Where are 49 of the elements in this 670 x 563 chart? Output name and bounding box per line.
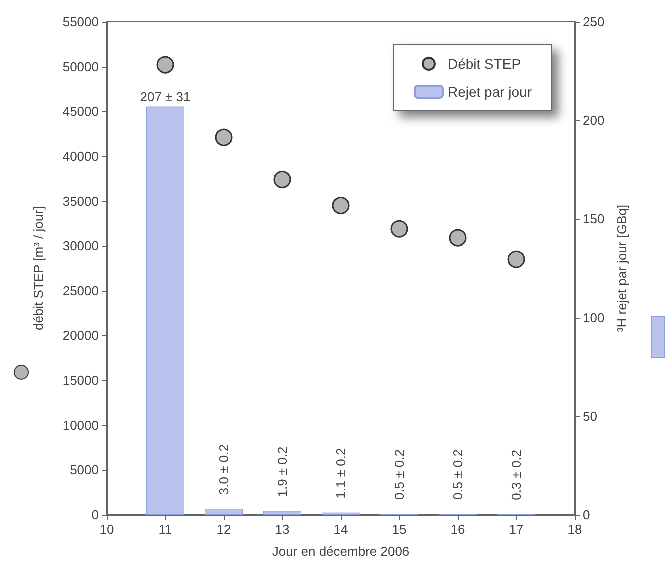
y-tick-label: 35000 [62, 194, 99, 209]
x-tick-label: 11 [158, 522, 172, 537]
x-tick-label: 14 [334, 522, 348, 537]
x-tick-label: 12 [216, 522, 232, 537]
data-label: 0.5 ± 0.2 [450, 450, 466, 500]
y-tick-label: 10000 [62, 418, 99, 433]
data-label: 1.1 ± 0.2 [334, 448, 348, 499]
data-label: 3.0 ± 0.2 [216, 444, 232, 496]
y2-axis-title: ³H rejet par jour [GBq] [614, 204, 630, 332]
point [156, 56, 174, 74]
point [274, 171, 292, 189]
point [390, 220, 408, 238]
y-tick-label: 40000 [62, 148, 99, 164]
y2-tick-label: 50 [583, 408, 598, 424]
y-tick-label: 55000 [62, 14, 99, 30]
legend-label: Débit STEP [448, 56, 522, 72]
data-label: 0.3 ± 0.2 [509, 450, 524, 500]
point [508, 250, 526, 268]
y-tick-label: 25000 [62, 283, 99, 298]
y2-tick-label: 250 [583, 14, 605, 30]
y-tick-label: 15000 [62, 373, 99, 388]
bar [204, 509, 244, 515]
x-tick-label: 18 [568, 522, 582, 537]
y-tick-label: 30000 [62, 238, 99, 254]
data-label: 207 ± 31 [140, 89, 191, 104]
y2-tick-label: 0 [583, 508, 590, 522]
point [332, 197, 350, 214]
y-tick-label: 50000 [62, 59, 99, 74]
y-tick-label: 45000 [62, 104, 99, 120]
data-label: 0.5 ± 0.2 [392, 450, 407, 500]
x-tick-label: 16 [450, 522, 466, 537]
y-tick-label: 5000 [70, 462, 99, 478]
y-tick-label: 0 [92, 508, 99, 522]
y2-tick-label: 200 [583, 113, 605, 128]
y2-tick-label: 150 [583, 212, 605, 227]
bar [146, 106, 185, 515]
bar [263, 511, 302, 515]
y-tick-label: 20000 [62, 328, 99, 344]
y2-tick-label: 100 [583, 310, 605, 326]
point [215, 128, 233, 146]
x-tick-label: 17 [509, 522, 524, 537]
data-label: 1.9 ± 0.2 [275, 446, 290, 498]
x-tick-label: 13 [275, 522, 290, 537]
x-tick-label: 10 [100, 522, 114, 537]
legend-label: Rejet par jour [448, 84, 532, 100]
x-axis-title: Jour en décembre 2006 [272, 544, 410, 559]
x-tick-label: 15 [392, 522, 407, 537]
point [449, 229, 467, 247]
y-axis-title: débit STEP [m³ / jour] [31, 206, 46, 331]
